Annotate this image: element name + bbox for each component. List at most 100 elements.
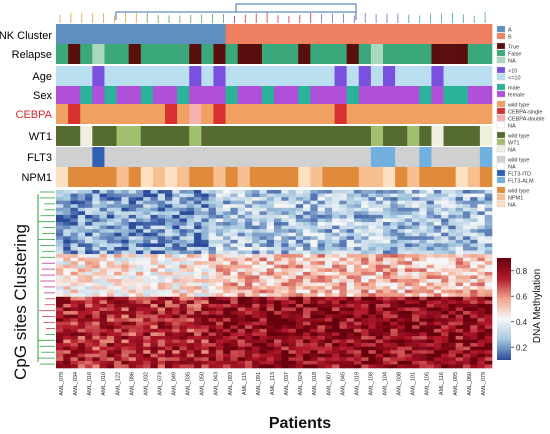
heatmap-cell [339,204,347,209]
heatmap-cell [368,293,377,298]
track-cell [370,66,384,86]
heatmap-cell [361,229,369,234]
heatmap-cell [85,268,93,273]
heatmap-cell [433,346,442,351]
heatmap-cell [172,364,180,369]
heatmap-cell [56,268,64,273]
heatmap-cell [128,343,137,347]
heatmap-cell [121,314,129,319]
heatmap-cell [121,303,129,308]
heatmap-cell [223,236,231,241]
heatmap-cell [426,246,435,251]
heatmap-cell [135,232,144,237]
heatmap-cell [128,239,137,244]
heatmap-cell [70,353,79,358]
track-cell [334,126,347,146]
heatmap-cell [324,197,333,201]
heatmap-cell [295,211,304,216]
heatmap-cell [150,204,159,209]
heatmap-cell [252,332,260,337]
heatmap-cell [172,325,180,330]
legend-swatch [496,25,506,33]
heatmap-cell [317,239,326,244]
heatmap-cell [186,243,195,248]
heatmap-cell [77,303,86,308]
heatmap-cell [433,332,442,337]
heatmap-cell [172,246,180,251]
heatmap-cell [230,364,238,369]
heatmap-cell [332,225,340,230]
heatmap-cell [303,328,311,333]
heatmap-cell [186,211,195,216]
heatmap-cell [208,254,217,258]
heatmap-cell [339,229,347,234]
heatmap-cell [215,279,224,283]
track-cell [80,147,93,167]
heatmap-cell [441,289,449,294]
heatmap-cell [230,328,238,333]
heatmap-cell [157,303,166,308]
heatmap-cell [412,229,420,234]
heatmap-cell [85,311,93,315]
heatmap-cell [157,364,166,369]
heatmap-cell [56,307,64,312]
track-cell [431,86,444,104]
heatmap-cell [208,225,217,230]
heatmap-cell [375,257,384,262]
heatmap-cell [201,343,209,347]
heatmap-cell [470,360,478,365]
heatmap-cell [448,293,456,298]
heatmap-cell [310,339,318,344]
heatmap-cell [244,286,253,290]
heatmap-cell [368,239,377,244]
heatmap-cell [397,311,406,315]
heatmap-cell [404,314,413,319]
heatmap-cell [77,339,86,344]
heatmap-cell [303,193,311,198]
heatmap-cell [56,350,64,355]
heatmap-cell [266,268,275,273]
heatmap-cell [252,254,260,258]
heatmap-cell [266,332,275,337]
heatmap-cell [303,332,311,337]
heatmap-cell [426,360,435,365]
heatmap-cell [201,243,209,248]
heatmap-cell [252,293,260,298]
track-cell [68,44,81,64]
heatmap-cell [455,236,464,241]
heatmap-cell [455,250,464,255]
heatmap-cell [361,357,369,362]
heatmap-cell [186,250,195,255]
heatmap-cell [121,279,129,283]
heatmap-cell [339,293,347,298]
heatmap-cell [303,350,311,355]
heatmap-cell [121,343,129,347]
heatmap-cell [368,318,377,323]
heatmap-cell [346,353,355,358]
heatmap-cell [397,353,406,358]
heatmap-cell [215,335,224,340]
heatmap-cell [186,204,195,209]
heatmap-cell [375,325,384,330]
heatmap-cell [324,246,333,251]
heatmap-cell [426,229,435,234]
heatmap-cell [150,339,159,344]
track-cell [467,147,481,167]
heatmap-cell [462,296,471,301]
heatmap-cell [332,254,340,258]
heatmap-cell [194,257,202,262]
heatmap-cell [412,271,420,276]
heatmap-cell [157,246,166,251]
heatmap-cell [477,222,486,226]
heatmap-cell [85,214,93,219]
heatmap-cell [85,282,93,287]
heatmap-cell [128,296,137,301]
heatmap-cell [215,321,224,326]
heatmap-cell [281,214,289,219]
heatmap-cell [63,250,71,255]
heatmap-cell [165,350,173,355]
heatmap-cell [368,225,377,230]
heatmap-cell [332,350,340,355]
heatmap-cell [317,332,326,337]
heatmap-cell [77,343,86,347]
